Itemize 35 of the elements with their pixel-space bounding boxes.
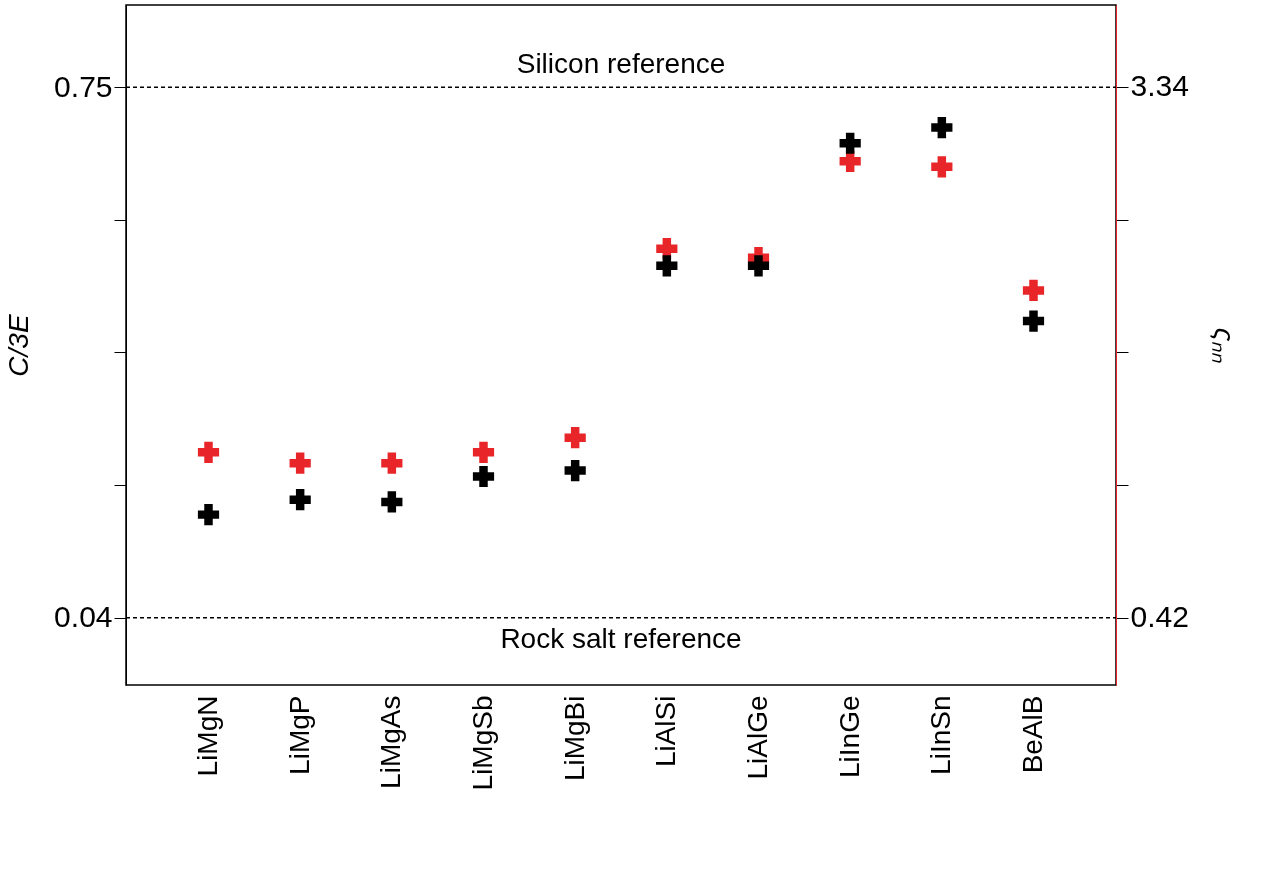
x-tick-label: LiMgSb (467, 695, 498, 791)
x-tick-label: LiMgP (283, 695, 315, 775)
point (839, 132, 861, 154)
y2-axis-title: ςₙₙ (1208, 327, 1240, 364)
point (1022, 310, 1045, 332)
y2-tick-label: 0.42 (1130, 600, 1189, 634)
point (931, 116, 953, 139)
x-tick-label: LiMgBi (558, 695, 590, 782)
x-tick-label: LiAlGe (742, 695, 773, 780)
y-axis-title: C/3E (3, 314, 35, 377)
point (656, 255, 678, 277)
point (747, 255, 770, 277)
y-tick-label: 0.75 (54, 69, 113, 103)
point (564, 427, 586, 449)
x-tick-label: LiMgN (192, 695, 223, 777)
x-tick-label: LiInGe (833, 695, 865, 778)
x-tick-label: LiInSn (925, 695, 957, 775)
ref-line-label: Silicon reference (516, 48, 726, 80)
point (472, 465, 495, 488)
y-tick-label: 0.04 (54, 600, 113, 634)
point (564, 459, 586, 482)
x-tick-label: LiMgAs (375, 695, 407, 789)
point (289, 452, 311, 474)
point (197, 504, 220, 526)
y2-tick-label: 3.34 (1130, 69, 1189, 103)
point (381, 491, 403, 513)
point (1022, 279, 1045, 302)
x-tick-label: LiAlSi (650, 695, 682, 768)
point (197, 441, 220, 463)
point (931, 156, 953, 178)
x-tick-label: BeAlB (1017, 695, 1048, 774)
point (472, 441, 495, 463)
point (381, 452, 403, 474)
ref-line-label: Rock salt reference (500, 622, 742, 654)
point (289, 489, 311, 511)
